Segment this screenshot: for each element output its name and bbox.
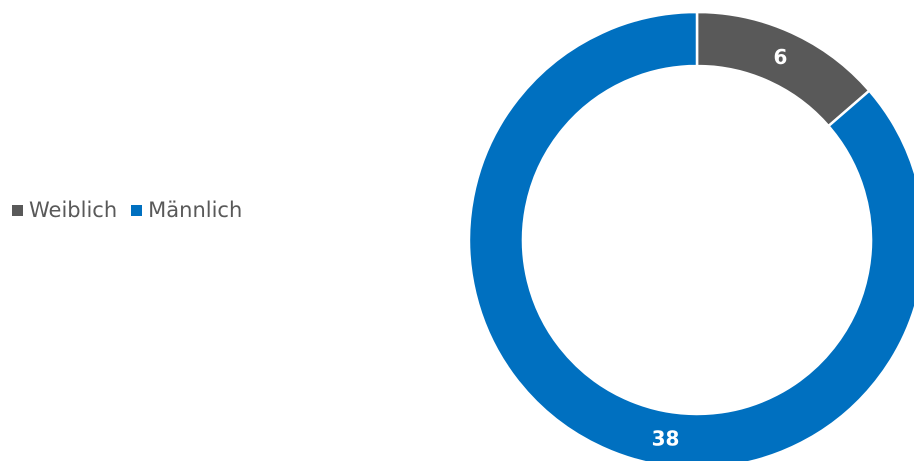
legend-item-maennlich: Männlich	[131, 198, 242, 222]
legend-label-weiblich: Weiblich	[29, 198, 118, 222]
legend-swatch-weiblich	[12, 204, 23, 216]
data-label-maennlich: 38	[652, 427, 680, 451]
chart-legend: Weiblich Männlich	[12, 198, 242, 222]
legend-swatch-maennlich	[131, 204, 143, 216]
legend-label-maennlich: Männlich	[148, 198, 243, 222]
legend-item-weiblich: Weiblich	[12, 198, 117, 222]
data-label-weiblich: 6	[774, 45, 788, 69]
donut-slice-maennlich	[467, 10, 914, 461]
